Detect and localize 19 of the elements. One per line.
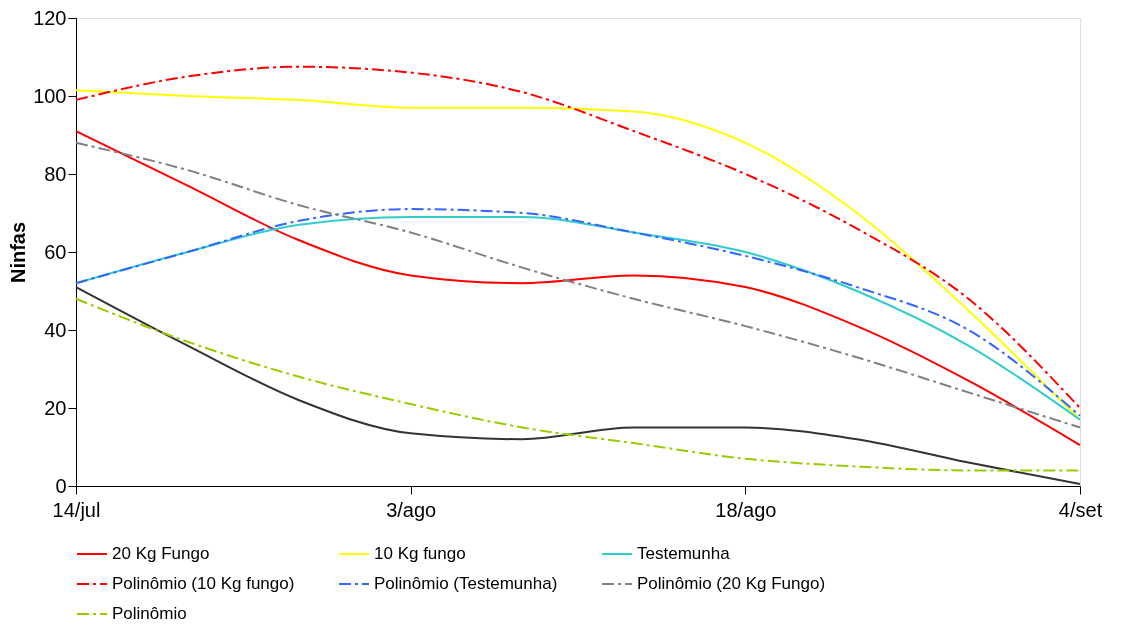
x-tick-label: 14/jul	[52, 498, 101, 521]
legend-label: 20 Kg Fungo	[112, 544, 210, 563]
y-axis-title: Ninfas	[7, 221, 30, 284]
y-tick-label: 100	[33, 84, 67, 107]
y-tick-label: 60	[44, 240, 67, 263]
x-tick-label: 18/ago	[715, 498, 777, 521]
legend-label: Polinômio (10 Kg fungo)	[112, 574, 295, 593]
x-tick-label: 4/set	[1058, 498, 1103, 521]
legend-label: Polinômio (20 Kg Fungo)	[637, 574, 826, 593]
legend-label: Polinômio	[112, 604, 187, 623]
y-tick-label: 80	[44, 162, 67, 185]
y-tick-label: 40	[44, 318, 67, 341]
y-tick-label: 20	[44, 396, 67, 419]
y-tick-label: 0	[55, 474, 67, 497]
legend-label: Polinômio (Testemunha)	[374, 574, 558, 593]
x-tick-label: 3/ago	[386, 498, 437, 521]
y-tick-label: 120	[33, 6, 67, 29]
legend-label: Testemunha	[637, 544, 731, 563]
legend-label: 10 Kg fungo	[374, 544, 466, 563]
